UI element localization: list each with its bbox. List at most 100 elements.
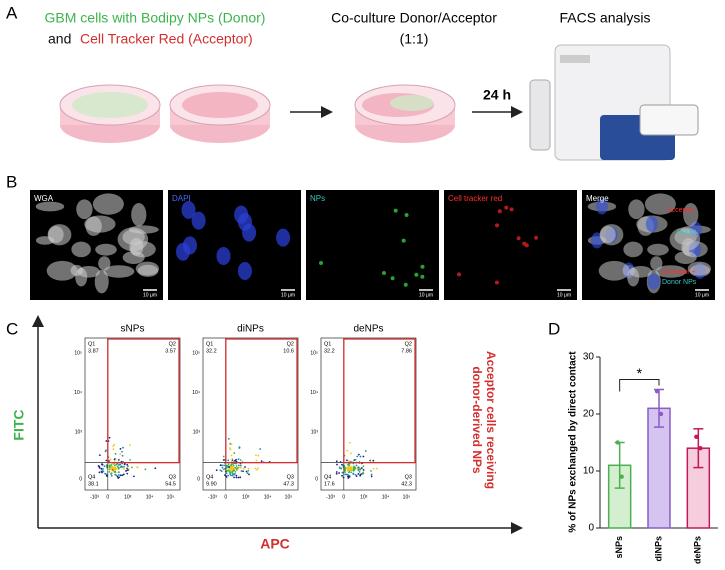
cell-shape	[650, 256, 663, 271]
event-dot	[344, 469, 347, 472]
event-dot	[345, 459, 348, 462]
cell-shape	[77, 265, 100, 278]
quadrant-name: Q1	[206, 341, 213, 347]
event-dot	[350, 466, 353, 468]
quadrant-value: 47.3	[283, 481, 294, 487]
cell-shape	[131, 202, 147, 227]
x-tick-label: 10⁵	[167, 494, 175, 500]
nucleus	[645, 216, 658, 233]
scale-label: 10 μm	[557, 292, 571, 298]
quadrant-value: 7.86	[401, 348, 412, 354]
cell-shape	[48, 226, 64, 244]
event-dot	[347, 477, 350, 479]
event-dot	[257, 467, 259, 470]
significance-bracket	[619, 378, 660, 392]
event-dot	[119, 453, 122, 455]
scale-label: 10 μm	[143, 292, 157, 298]
plot-title: sNPs	[121, 324, 145, 335]
event-dot	[127, 465, 129, 468]
y-tick-label: 10³	[311, 430, 319, 436]
event-dot	[348, 460, 351, 463]
event-dot	[234, 466, 237, 469]
event-dot	[355, 475, 358, 477]
event-dot	[242, 467, 245, 470]
cell-shape	[420, 264, 425, 269]
event-dot	[230, 443, 233, 446]
cell-shape	[522, 241, 527, 246]
x-tick-label: 0	[224, 494, 227, 500]
cell-shape	[623, 241, 643, 258]
cell-shape	[182, 236, 197, 255]
cell-shape	[117, 227, 149, 252]
event-dot	[116, 465, 119, 468]
donor-text: GBM cells with Bodipy NPs (Donor)	[45, 10, 266, 26]
x-tick-label: 10⁵	[285, 494, 293, 500]
event-dot	[118, 467, 120, 469]
event-dot	[113, 458, 116, 461]
dish	[354, 84, 456, 143]
cell-shape	[494, 280, 499, 285]
cell-shape	[94, 269, 109, 294]
event-dot	[240, 470, 243, 472]
x-tick-label: deNPs	[693, 536, 703, 564]
event-dot	[131, 466, 133, 469]
event-dot	[227, 459, 230, 462]
event-dot	[232, 463, 235, 465]
data-point	[615, 440, 620, 445]
event-dot	[114, 473, 117, 476]
event-dot	[345, 473, 348, 476]
cell-shape	[92, 193, 124, 215]
dishes	[59, 84, 456, 143]
cell-shape	[687, 261, 712, 276]
quadrant-value: 32.2	[206, 348, 217, 354]
event-dot	[355, 464, 358, 467]
x-tick-label: 10⁴	[382, 494, 390, 500]
event-dot	[362, 469, 365, 471]
cell-shape	[516, 236, 521, 241]
event-dot	[340, 467, 343, 470]
image-label: WGA	[34, 194, 54, 203]
event-dot	[226, 465, 229, 468]
event-dot	[376, 467, 378, 470]
x-tick-label: 10⁵	[403, 494, 411, 500]
event-dot	[133, 475, 135, 478]
cell-shape	[414, 272, 419, 277]
event-dot	[356, 455, 359, 458]
event-dot	[238, 447, 241, 449]
event-dot	[230, 464, 232, 467]
event-dot	[101, 471, 103, 474]
event-dot	[227, 463, 230, 466]
cell-shape	[319, 261, 324, 266]
x-tick-label: -10³	[90, 494, 99, 500]
event-dot	[230, 465, 233, 468]
event-dot	[126, 469, 129, 472]
event-dot	[239, 459, 242, 461]
event-dot	[237, 476, 240, 479]
cell-shape	[647, 243, 669, 256]
quadrant-value: 3.87	[88, 348, 99, 354]
gate-box	[107, 338, 180, 464]
event-dot	[361, 472, 363, 475]
dish	[59, 84, 161, 143]
acceptor-text: Cell Tracker Red (Acceptor)	[80, 31, 253, 47]
cell-shape	[122, 251, 145, 265]
y-axis-label: FITC	[11, 409, 27, 440]
merge-label: Acceptor +	[662, 269, 696, 276]
event-dot	[121, 454, 124, 457]
and-text: and	[48, 31, 71, 47]
event-dot	[335, 472, 338, 475]
x-tick-label: 10³	[360, 494, 368, 500]
event-dot	[229, 471, 232, 474]
event-dot	[247, 467, 250, 470]
panel-label: C	[6, 319, 18, 338]
event-dot	[121, 474, 124, 477]
cell-shape	[71, 241, 91, 258]
event-dot	[239, 476, 242, 479]
event-dot	[346, 463, 349, 466]
merge-label: Donor NPs	[662, 279, 697, 286]
event-dot	[105, 440, 108, 442]
event-dot	[350, 471, 353, 474]
event-dot	[126, 467, 128, 470]
event-dot	[230, 474, 232, 477]
event-dot	[354, 458, 357, 461]
